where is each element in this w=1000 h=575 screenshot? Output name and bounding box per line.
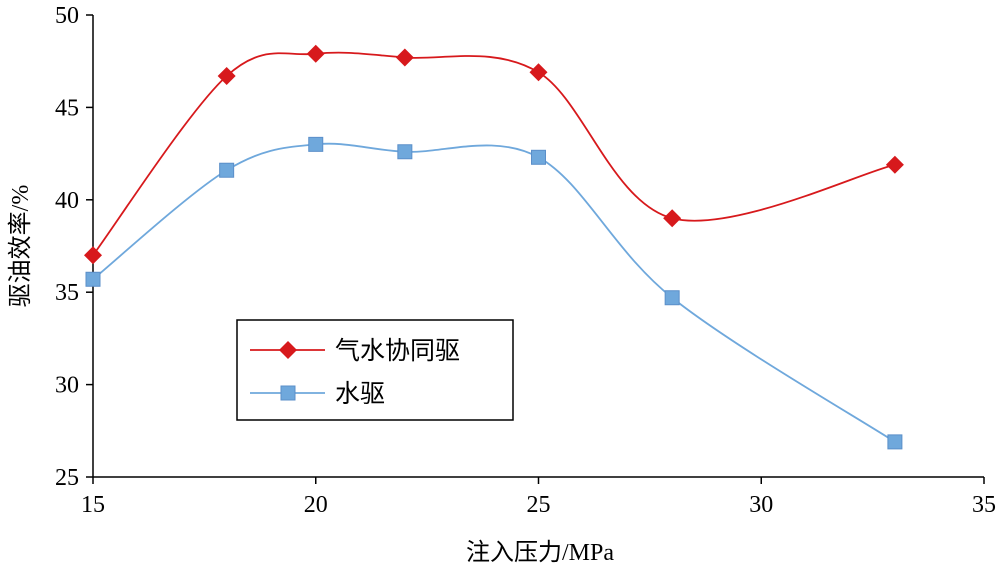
series-gas-water	[84, 44, 904, 265]
x-tick-label: 35	[972, 492, 996, 518]
diamond-marker	[885, 155, 904, 174]
series-line	[92, 51, 896, 256]
diamond-marker	[84, 246, 102, 265]
square-marker	[308, 136, 324, 152]
x-tick-label: 25	[527, 492, 551, 518]
diamond-marker	[279, 341, 297, 359]
legend-box	[236, 319, 514, 421]
diamond-marker	[217, 66, 236, 85]
square-marker	[664, 290, 680, 306]
diamond-marker	[306, 44, 325, 63]
y-tick-label: 30	[55, 373, 79, 399]
diamond-marker	[395, 48, 414, 67]
diamond-marker	[529, 63, 548, 82]
diamond-marker	[663, 209, 682, 228]
x-tick-label: 20	[304, 492, 328, 518]
y-tick-label: 40	[55, 188, 79, 214]
series-water	[85, 136, 903, 450]
legend-label: 气水协同驱	[335, 337, 460, 365]
y-axis-label: 驱油效率/%	[7, 185, 34, 308]
x-tick-label: 15	[81, 492, 105, 518]
legend-label: 水驱	[335, 380, 385, 408]
square-marker	[280, 385, 296, 401]
square-marker	[85, 271, 101, 287]
y-tick-label: 50	[55, 3, 79, 29]
series-layer	[84, 44, 904, 450]
x-axis-label: 注入压力/MPa	[466, 539, 614, 566]
square-marker	[531, 149, 546, 165]
square-marker	[397, 144, 413, 160]
y-tick-label: 45	[55, 95, 79, 121]
axes: 15 20 25 30 35 25 30 35 40 45 50	[55, 3, 996, 518]
square-marker	[219, 162, 235, 178]
x-tick-label: 30	[749, 492, 773, 518]
y-tick-label: 35	[55, 280, 79, 306]
y-tick-label: 25	[55, 465, 79, 491]
square-marker	[887, 434, 903, 450]
